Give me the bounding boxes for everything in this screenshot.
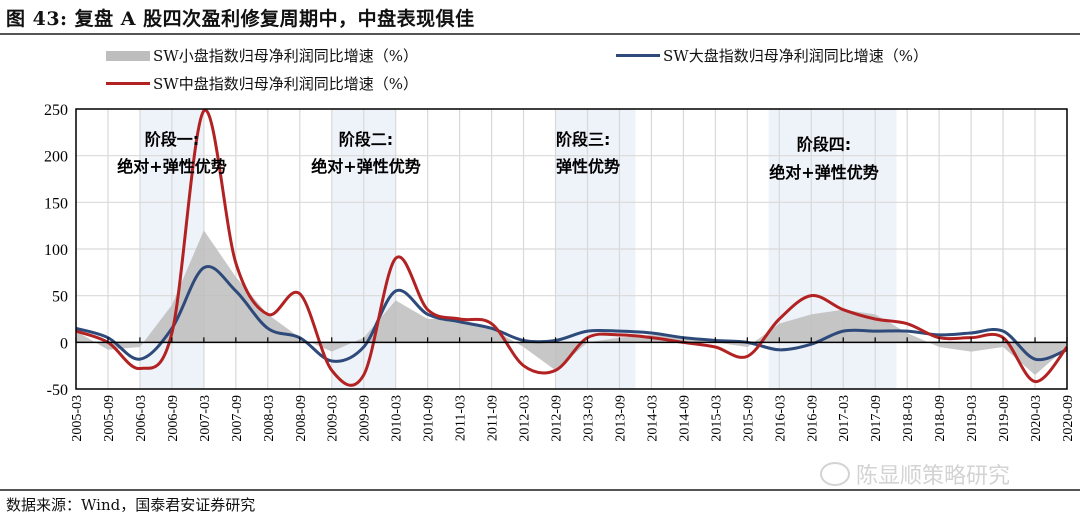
x-tick-label: 2014-09 — [677, 395, 692, 442]
x-tick-label: 2015-09 — [741, 395, 756, 442]
x-tick-label: 2006-09 — [166, 395, 181, 442]
chart-plot: 2005-03 2005-09 2006-03 2006-09 2007-03 2007-… — [44, 102, 1076, 442]
top-rule — [0, 33, 1080, 35]
x-tick-label: 2008-03 — [262, 395, 277, 442]
x-tick-label: 2010-03 — [390, 395, 405, 442]
y-tick-label: 100 — [44, 242, 68, 259]
x-tick-label: 2020-03 — [1029, 395, 1044, 442]
large-cap-line — [75, 264, 1068, 363]
x-tick-label: 2017-03 — [837, 395, 852, 442]
x-tick-label: 2009-03 — [326, 395, 341, 442]
x-tick-label: 2018-09 — [933, 395, 948, 442]
source-note: 数据来源：Wind，国泰君安证券研究 — [6, 496, 256, 514]
figure-title: 图 43: 复盘 A 股四次盈利修复周期中，中盘表现俱佳 — [6, 8, 475, 30]
small-cap-area — [76, 230, 1067, 375]
phase-title: 阶段三: — [556, 130, 610, 149]
mid-cap-line — [75, 108, 1069, 387]
x-tick-label: 2010-09 — [422, 395, 437, 442]
x-tick-label: 2015-03 — [709, 395, 724, 442]
bottom-rule — [0, 489, 1080, 491]
phase-title: 阶段一: — [145, 130, 199, 149]
x-tick-label: 2012-03 — [518, 395, 533, 442]
y-tick-label: -50 — [47, 382, 68, 399]
y-tick-label: 250 — [44, 102, 68, 119]
x-tick-label: 2005-09 — [102, 395, 117, 442]
x-tick-label: 2016-09 — [805, 395, 820, 442]
x-tick-label: 2006-03 — [134, 395, 149, 442]
y-tick-label: 50 — [52, 289, 68, 306]
x-tick-label: 2011-03 — [454, 395, 469, 441]
x-tick-label: 2014-03 — [645, 395, 660, 442]
x-tick-label: 2016-03 — [773, 395, 788, 442]
y-tick-label: 200 — [44, 149, 68, 166]
legend-item-small-cap: SW小盘指数归母净利润同比增速（%） — [106, 45, 418, 66]
phase-subtitle: 弹性优势 — [556, 157, 620, 176]
x-tick-label: 2008-09 — [294, 395, 309, 442]
phase-subtitle: 绝对+弹性优势 — [769, 163, 878, 182]
phase-subtitle: 绝对+弹性优势 — [311, 157, 420, 176]
x-tick-label: 2007-03 — [198, 395, 213, 442]
legend-item-mid-cap: SW中盘指数归母净利润同比增速（%） — [106, 73, 418, 94]
x-tick-label: 2005-03 — [70, 395, 85, 442]
small-cap-area-series — [76, 230, 1067, 375]
legend-swatch-line — [616, 54, 660, 57]
x-tick-label: 2012-09 — [550, 395, 565, 442]
watermark: 陈显顺策略研究 — [820, 458, 1010, 490]
y-tick-label: 0 — [60, 335, 68, 352]
legend-label: SW中盘指数归母净利润同比增速（%） — [153, 75, 418, 93]
x-tick-label: 2018-03 — [901, 395, 916, 442]
x-tick-label: 2013-09 — [613, 395, 628, 442]
legend-item-large-cap: SW大盘指数归母净利润同比增速（%） — [616, 45, 928, 66]
x-tick-label: 2009-09 — [358, 395, 373, 442]
x-tick-label: 2017-09 — [869, 395, 884, 442]
phase-labels: 阶段一:绝对+弹性优势阶段二:绝对+弹性优势阶段三:弹性优势阶段四:绝对+弹性优… — [117, 130, 878, 182]
x-tick-label: 2013-03 — [581, 395, 596, 442]
legend-swatch-line — [106, 82, 150, 85]
legend-label: SW小盘指数归母净利润同比增速（%） — [153, 47, 418, 65]
x-tick-label: 2020-09 — [1061, 395, 1076, 442]
x-tick-label: 2007-09 — [230, 395, 245, 442]
phase-title: 阶段四: — [797, 135, 851, 154]
phase-title: 阶段二: — [339, 130, 393, 149]
x-tick-label: 2019-09 — [997, 395, 1012, 442]
chat-bubble-icon — [820, 462, 850, 486]
series-lines — [75, 108, 1069, 387]
phase-subtitle: 绝对+弹性优势 — [117, 157, 226, 176]
axes: 2005-03 2005-09 2006-03 2006-09 2007-03 2007-… — [44, 102, 1076, 442]
legend-label: SW大盘指数归母净利润同比增速（%） — [663, 47, 928, 65]
x-tick-label: 2011-09 — [486, 395, 501, 441]
legend-swatch-area — [106, 50, 150, 61]
y-tick-label: 150 — [44, 195, 68, 212]
x-tick-label: 2019-03 — [965, 395, 980, 442]
